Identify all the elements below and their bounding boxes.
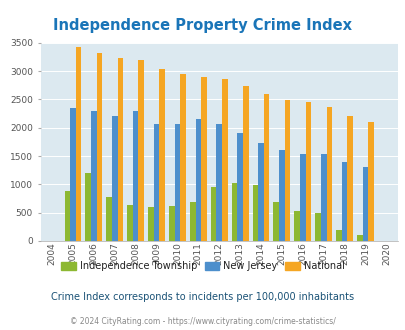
Bar — [284, 100, 290, 241]
Bar — [320, 154, 326, 241]
Bar — [278, 150, 284, 241]
Bar — [85, 173, 91, 241]
Bar — [305, 102, 311, 241]
Bar — [190, 202, 195, 241]
Bar — [76, 48, 81, 241]
Bar — [231, 182, 237, 241]
Bar — [117, 58, 123, 241]
Legend: Independence Township, New Jersey, National: Independence Township, New Jersey, Natio… — [57, 257, 348, 275]
Bar — [210, 186, 216, 241]
Bar — [148, 207, 153, 241]
Bar — [112, 116, 117, 241]
Bar — [294, 211, 299, 241]
Text: Crime Index corresponds to incidents per 100,000 inhabitants: Crime Index corresponds to incidents per… — [51, 292, 354, 302]
Bar — [174, 124, 180, 241]
Bar — [168, 206, 174, 241]
Bar — [64, 191, 70, 241]
Bar — [252, 185, 258, 241]
Bar — [356, 235, 362, 241]
Bar — [341, 162, 347, 241]
Bar — [258, 143, 263, 241]
Bar — [326, 107, 331, 241]
Bar — [335, 230, 341, 241]
Bar — [159, 69, 164, 241]
Bar — [200, 77, 206, 241]
Bar — [347, 116, 352, 241]
Bar — [96, 52, 102, 241]
Bar — [216, 124, 222, 241]
Bar — [222, 79, 227, 241]
Bar — [153, 124, 159, 241]
Bar — [242, 86, 248, 241]
Bar — [70, 108, 76, 241]
Text: © 2024 CityRating.com - https://www.cityrating.com/crime-statistics/: © 2024 CityRating.com - https://www.city… — [70, 317, 335, 326]
Bar — [132, 111, 138, 241]
Bar — [314, 213, 320, 241]
Bar — [263, 94, 269, 241]
Bar — [91, 111, 96, 241]
Text: Independence Property Crime Index: Independence Property Crime Index — [53, 18, 352, 33]
Bar — [127, 205, 132, 241]
Bar — [138, 60, 144, 241]
Bar — [237, 133, 242, 241]
Bar — [367, 122, 373, 241]
Bar — [106, 197, 112, 241]
Bar — [299, 154, 305, 241]
Bar — [195, 119, 200, 241]
Bar — [273, 202, 278, 241]
Bar — [362, 167, 367, 241]
Bar — [180, 74, 185, 241]
